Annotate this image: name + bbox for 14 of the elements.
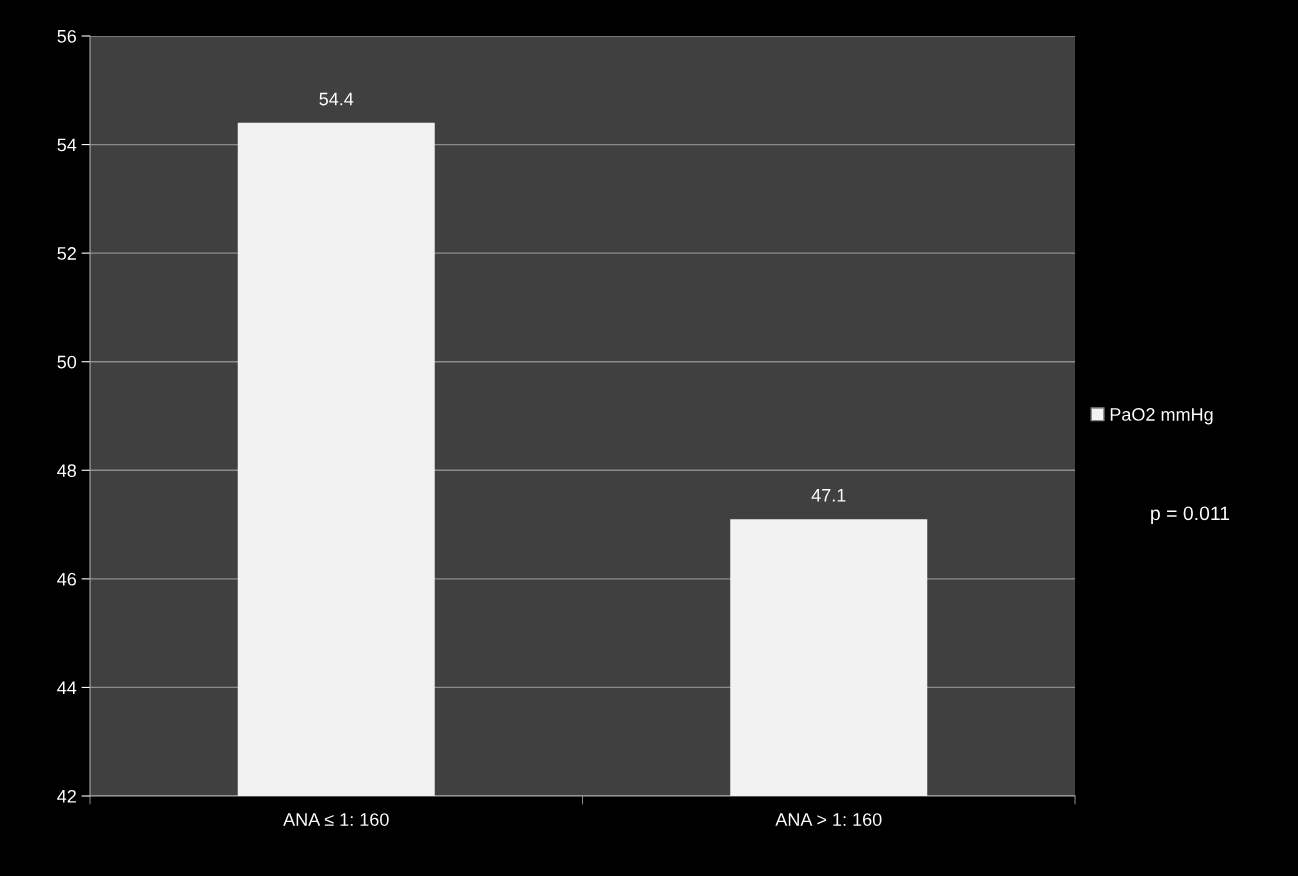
- y-tick-label: 46: [57, 572, 77, 586]
- y-tick-label: 56: [57, 29, 77, 43]
- x-tick-label: ANA ≤ 1: 160: [283, 813, 389, 826]
- data-label: 54.4: [319, 92, 354, 106]
- y-tick-label: 50: [57, 355, 77, 369]
- y-tick-label: 54: [57, 138, 77, 152]
- text: p = 0.011: [1151, 506, 1230, 525]
- data-label: 47.1: [811, 489, 846, 502]
- y-tick-label: 52: [57, 247, 76, 260]
- y-tick-label: 44: [57, 681, 77, 694]
- legend-label: PaO2 mmHg: [1110, 408, 1213, 425]
- y-tick-label: 48: [57, 464, 77, 478]
- x-tick-label: ANA > 1: 160: [775, 813, 882, 826]
- y-tick-label: 42: [57, 789, 76, 803]
